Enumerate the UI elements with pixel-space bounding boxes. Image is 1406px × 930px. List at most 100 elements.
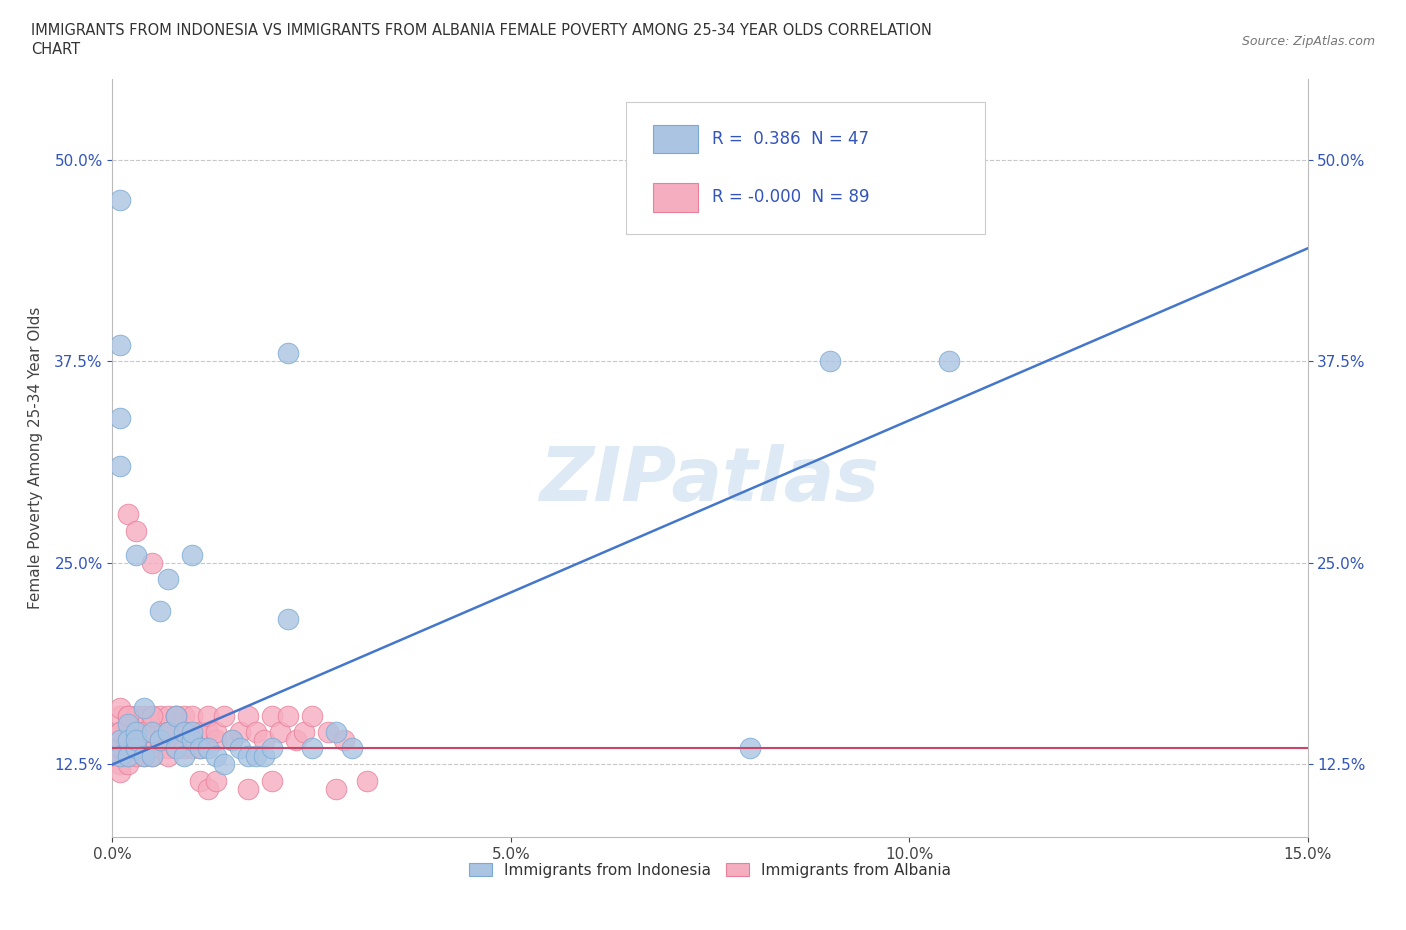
Point [134,724,156,739]
Point [125,724,148,739]
Point [269,724,291,739]
Point [125,749,148,764]
Point [141,724,163,739]
Point [134,709,156,724]
Point [197,781,219,796]
Point [149,733,172,748]
FancyBboxPatch shape [627,101,986,234]
Point [134,733,156,748]
Point [157,709,180,724]
Point [110,765,132,780]
Point [110,741,132,756]
Point [260,773,283,788]
Point [181,548,204,563]
Point [117,507,139,522]
Point [110,749,132,764]
Point [188,773,211,788]
Point [125,524,148,538]
Point [173,724,195,739]
Point [205,749,228,764]
Point [117,757,139,772]
Point [188,724,211,739]
Point [110,749,132,764]
Point [117,724,139,739]
Point [125,724,148,739]
Point [181,741,204,756]
Point [818,353,841,368]
Point [181,724,204,739]
Point [117,724,139,739]
Point [125,741,148,756]
Point [141,555,163,570]
Point [165,709,187,724]
Point [134,700,156,715]
Point [325,781,347,796]
Point [117,741,139,756]
Point [110,193,132,207]
Point [301,741,323,756]
Point [245,724,267,739]
Point [134,749,156,764]
Point [157,741,180,756]
Point [117,717,139,732]
Point [253,733,276,748]
Point [165,733,187,748]
Text: IMMIGRANTS FROM INDONESIA VS IMMIGRANTS FROM ALBANIA FEMALE POVERTY AMONG 25-34 : IMMIGRANTS FROM INDONESIA VS IMMIGRANTS … [31,23,932,38]
Point [110,733,132,748]
Point [236,709,259,724]
Point [212,709,235,724]
Point [173,724,195,739]
Point [277,612,299,627]
Point [110,458,132,473]
Point [141,749,163,764]
Point [229,724,252,739]
Point [149,733,172,748]
Point [197,709,219,724]
Point [101,733,124,748]
Point [149,741,172,756]
Point [165,709,187,724]
Point [205,773,228,788]
Point [134,749,156,764]
Point [292,724,315,739]
Point [284,733,307,748]
Point [141,709,163,724]
Point [181,733,204,748]
Point [165,741,187,756]
Point [149,709,172,724]
Point [110,700,132,715]
Point [117,741,139,756]
Point [117,749,139,764]
Point [197,741,219,756]
Point [197,724,219,739]
Point [356,773,378,788]
Point [125,741,148,756]
Text: CHART: CHART [31,42,80,57]
Point [157,724,180,739]
Point [141,749,163,764]
Point [149,724,172,739]
Point [134,741,156,756]
Point [818,918,841,930]
Point [173,724,195,739]
Text: R = -0.000  N = 89: R = -0.000 N = 89 [713,188,870,206]
Point [141,724,163,739]
Point [212,757,235,772]
Point [938,353,960,368]
Point [229,741,252,756]
Legend: Immigrants from Indonesia, Immigrants from Albania: Immigrants from Indonesia, Immigrants fr… [463,857,957,884]
Point [149,604,172,618]
Y-axis label: Female Poverty Among 25-34 Year Olds: Female Poverty Among 25-34 Year Olds [28,307,44,609]
Point [110,741,132,756]
Point [125,724,148,739]
Point [253,749,276,764]
Point [260,741,283,756]
Point [149,733,172,748]
Text: R =  0.386  N = 47: R = 0.386 N = 47 [713,130,869,148]
FancyBboxPatch shape [652,183,699,212]
Point [221,733,243,748]
Point [181,733,204,748]
Point [117,709,139,724]
Point [316,724,339,739]
Point [110,724,132,739]
